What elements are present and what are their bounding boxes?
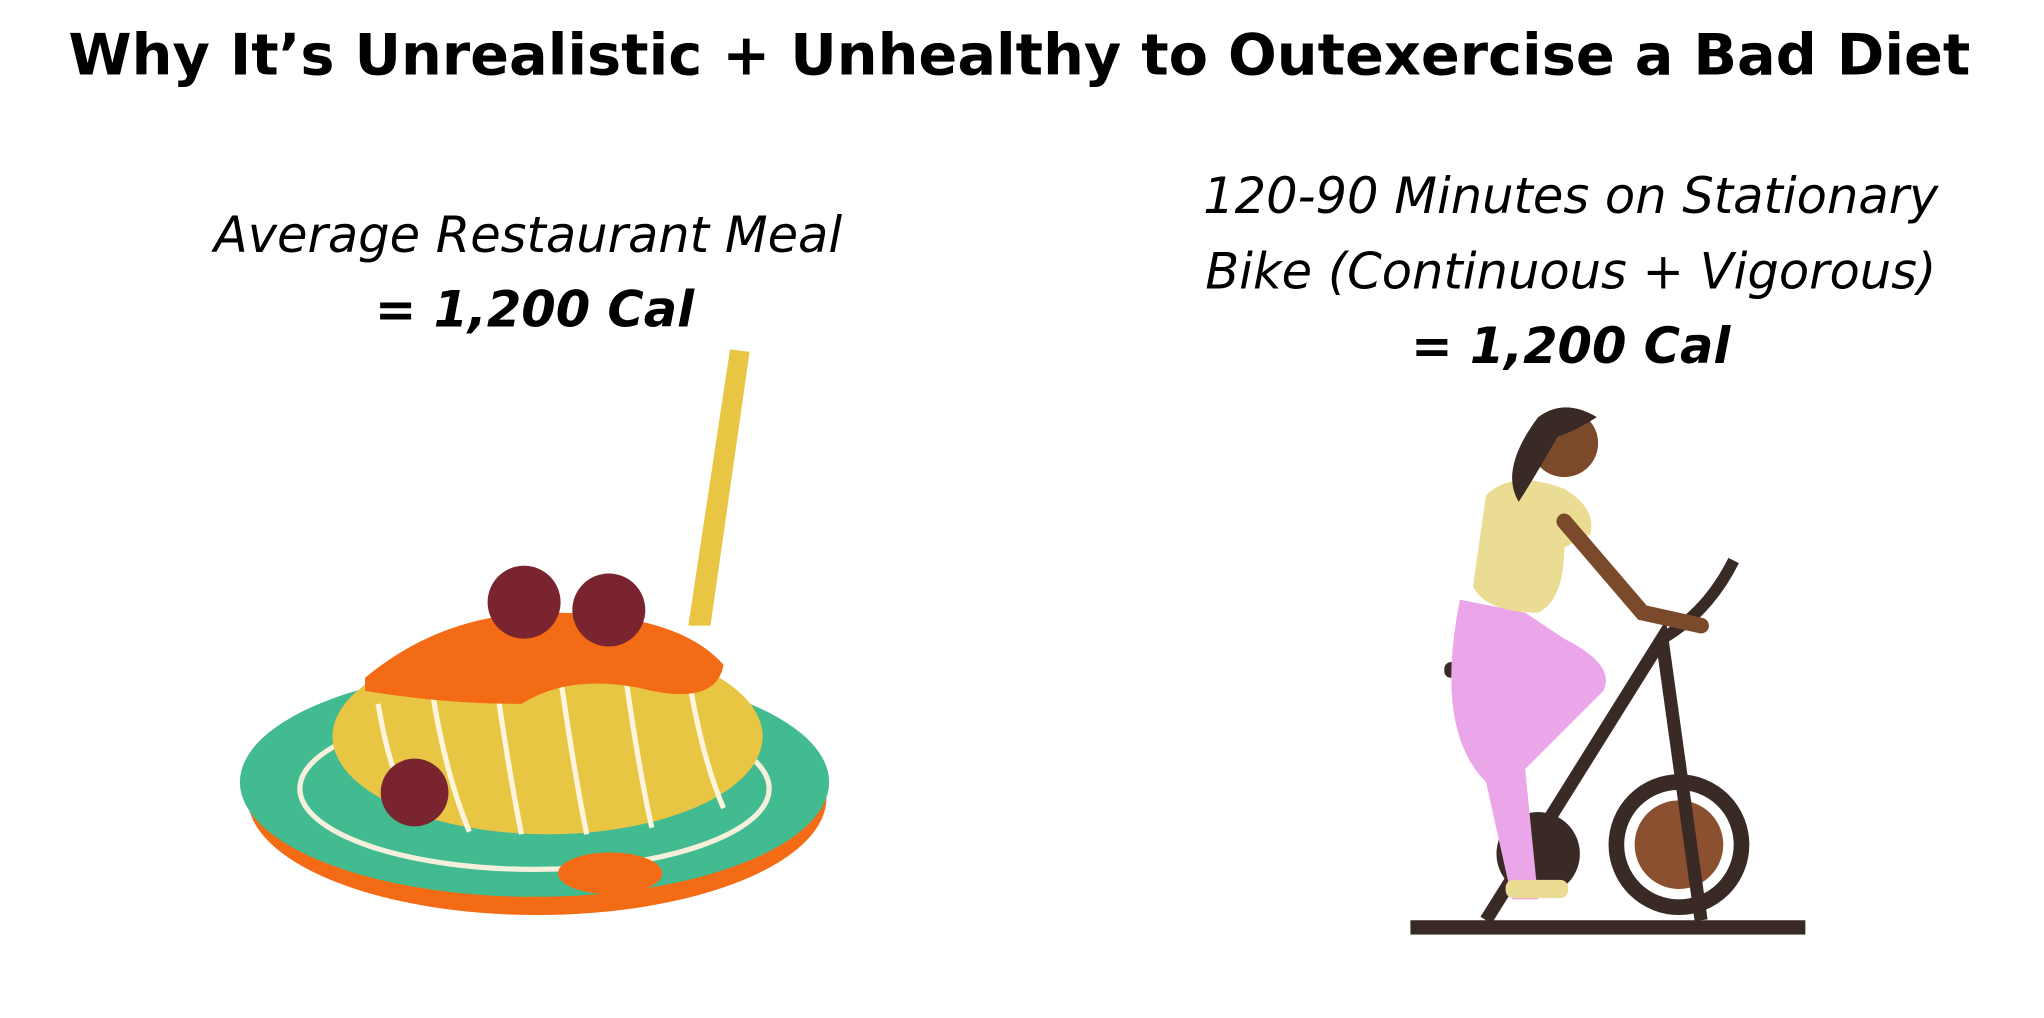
calories: = 1,200 Cal xyxy=(375,280,695,338)
calories: = 1,200 Cal xyxy=(1411,317,1731,375)
caption: Bike (Continuous + Vigorous) xyxy=(1205,243,1936,301)
caption: 120-90 Minutes on Stationary xyxy=(1203,167,1939,225)
cyclist-illustration xyxy=(1410,407,1806,935)
caption: Average Restaurant Meal xyxy=(211,206,843,264)
spaghetti-illustration xyxy=(239,349,830,916)
title: Why It’s Unrealistic + Unhealthy to Oute… xyxy=(68,21,1970,88)
